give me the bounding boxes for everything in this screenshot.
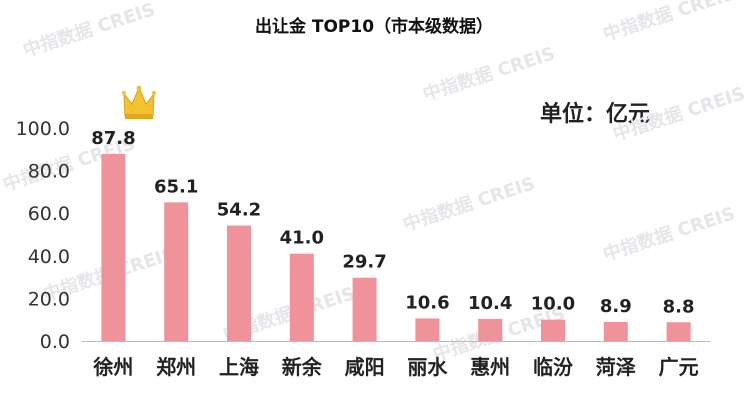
crown-icon bbox=[122, 85, 156, 119]
data-label: 10.0 bbox=[531, 294, 575, 315]
y-tick-label: 80.0 bbox=[28, 161, 70, 183]
x-tick-label: 菏泽 bbox=[596, 355, 636, 379]
bar bbox=[541, 319, 565, 341]
bar bbox=[603, 322, 628, 341]
chart-title: 出让金 TOP10（市本级数据） bbox=[254, 17, 494, 37]
data-label: 65.1 bbox=[154, 176, 198, 197]
data-label: 10.6 bbox=[405, 292, 449, 313]
data-label: 10.4 bbox=[468, 293, 512, 314]
bar bbox=[227, 225, 251, 341]
bar bbox=[352, 277, 377, 341]
y-tick-label: 40.0 bbox=[28, 246, 70, 268]
x-tick-label: 上海 bbox=[219, 355, 259, 379]
x-tick-label: 临汾 bbox=[533, 355, 573, 379]
data-label: 29.7 bbox=[342, 252, 386, 273]
x-tick-label: 郑州 bbox=[156, 355, 196, 379]
unit-label: 单位：亿元 bbox=[540, 102, 651, 127]
bar bbox=[289, 253, 314, 341]
bar bbox=[666, 322, 691, 341]
data-label: 8.8 bbox=[663, 296, 695, 317]
x-tick-label: 广元 bbox=[659, 355, 699, 379]
data-label: 41.0 bbox=[280, 228, 324, 249]
x-tick-label: 惠州 bbox=[470, 355, 510, 379]
data-label: 54.2 bbox=[217, 200, 261, 221]
bar bbox=[415, 318, 440, 341]
bar bbox=[101, 153, 126, 341]
y-tick-label: 20.0 bbox=[28, 288, 70, 310]
y-tick-label: 60.0 bbox=[28, 203, 70, 225]
x-tick-label: 丽水 bbox=[407, 355, 448, 379]
x-tick-label: 新余 bbox=[282, 355, 323, 379]
x-tick-label: 徐州 bbox=[92, 355, 133, 379]
bar bbox=[478, 318, 503, 341]
x-tick-label: 咸阳 bbox=[345, 355, 385, 379]
y-tick-label: 0.0 bbox=[40, 331, 70, 353]
data-label: 87.8 bbox=[91, 128, 135, 149]
bar bbox=[164, 202, 189, 341]
y-tick-label: 100.0 bbox=[16, 118, 70, 140]
data-label: 8.9 bbox=[600, 296, 632, 317]
